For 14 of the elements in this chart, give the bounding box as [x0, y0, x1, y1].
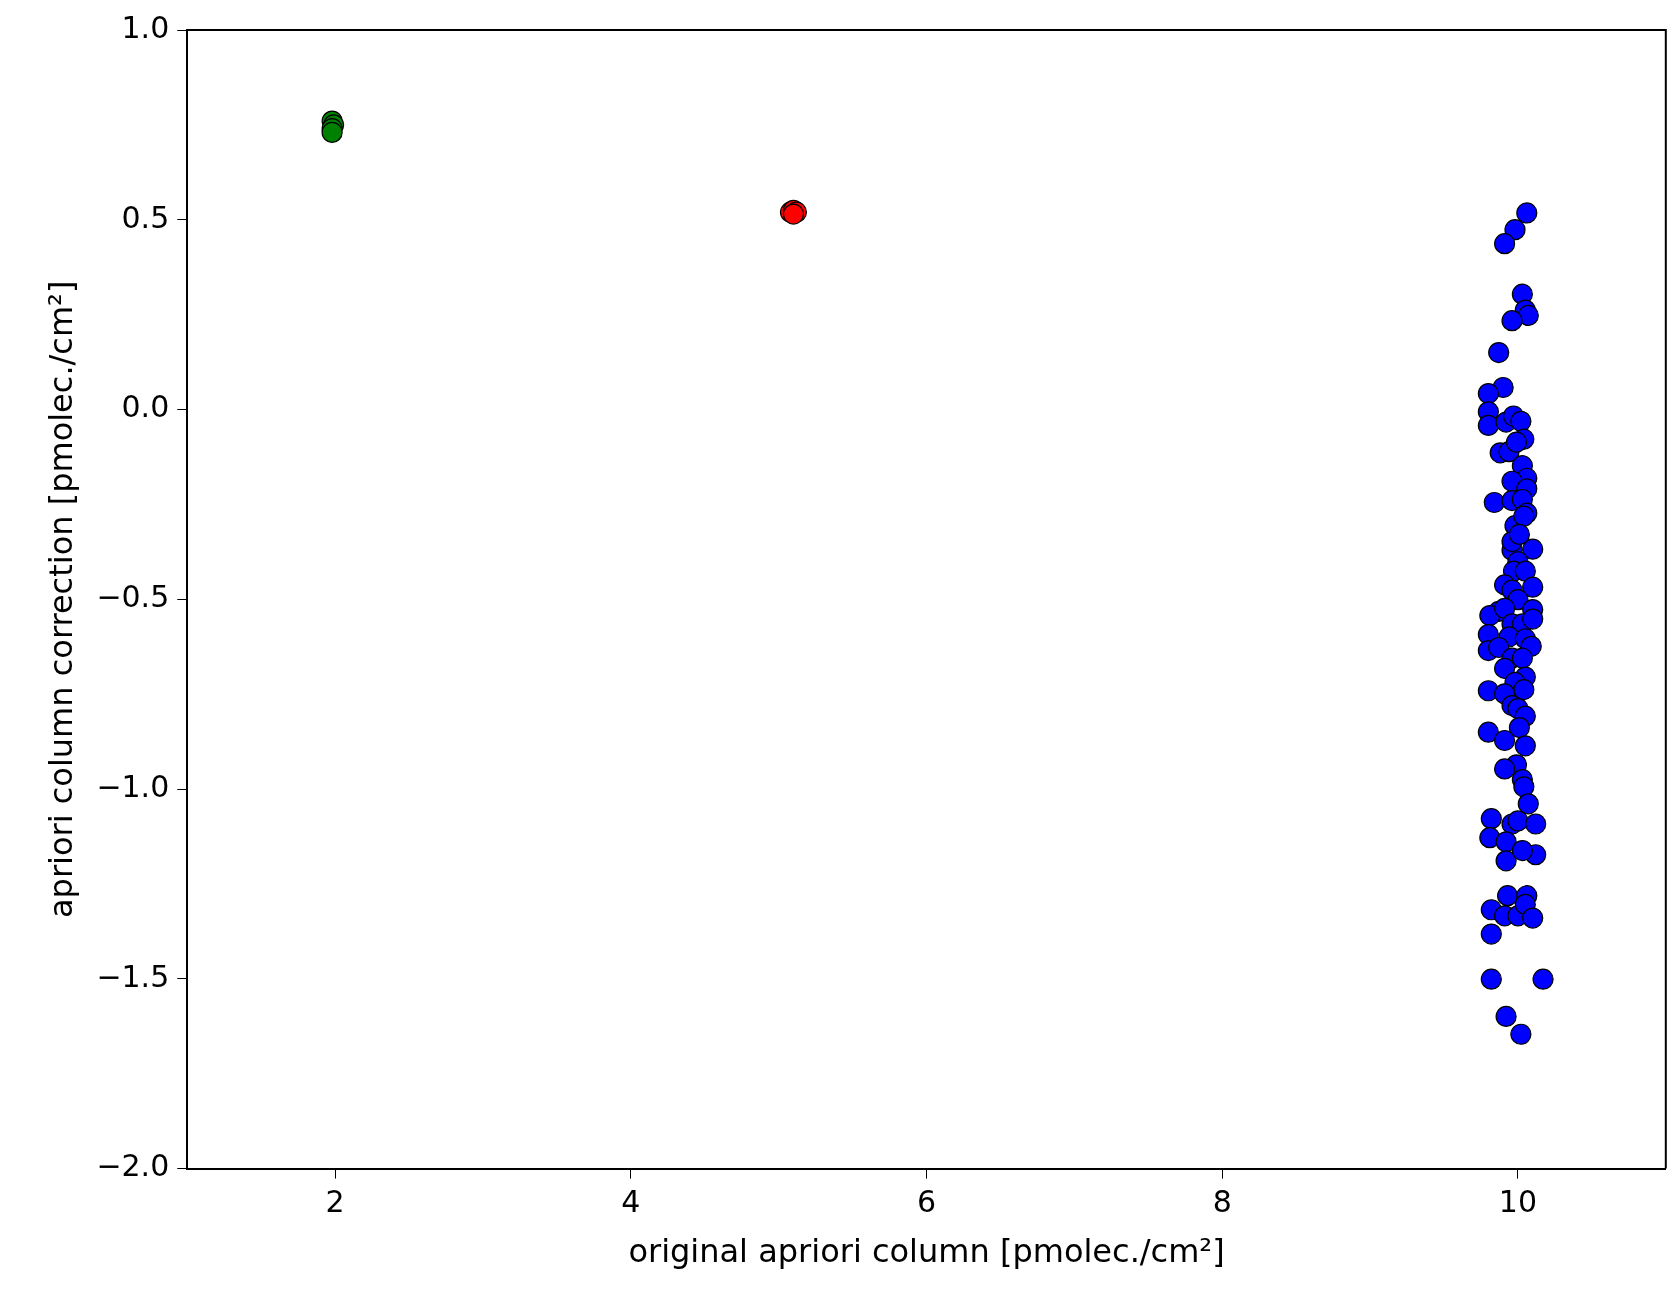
x-tick-label: 8 — [1212, 1184, 1232, 1220]
x-tick-label: 2 — [325, 1184, 345, 1220]
x-tick-label: 4 — [621, 1184, 641, 1220]
x-tick-label: 10 — [1498, 1184, 1538, 1220]
y-tick-label: 1.0 — [121, 9, 170, 45]
y-tick-label: −0.5 — [96, 579, 170, 615]
x-tick-label: 6 — [916, 1184, 937, 1220]
y-axis-title: apriori column correction [pmolec./cm²] — [41, 280, 80, 919]
y-tick-label: 0.0 — [121, 389, 170, 425]
y-tick-label: −1.5 — [96, 958, 170, 994]
y-tick-label: 0.5 — [121, 199, 170, 235]
x-axis-title: original apriori column [pmolec./cm²] — [628, 1232, 1225, 1271]
y-tick-label: −2.0 — [96, 1148, 170, 1184]
y-tick-label: −1.0 — [96, 768, 170, 804]
